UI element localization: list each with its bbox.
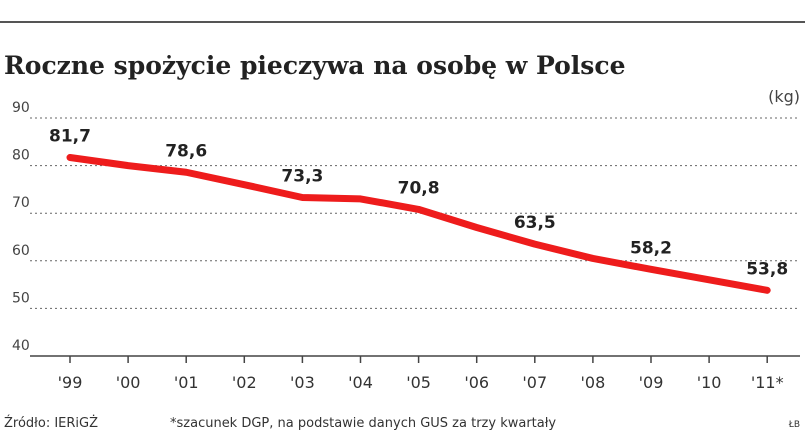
x-tick-label: '11* <box>751 373 784 392</box>
data-line <box>66 154 771 294</box>
unit-label: (kg) <box>768 87 800 106</box>
x-tick-label: '04 <box>348 373 373 392</box>
value-label: 63,5 <box>514 213 556 233</box>
value-label: 73,3 <box>281 166 323 186</box>
x-tick-label: '00 <box>116 373 141 392</box>
chart-title: Roczne spożycie pieczywa na osobę w Pols… <box>4 51 626 80</box>
y-tick-label: 60 <box>12 243 30 259</box>
value-label: 58,2 <box>630 238 672 258</box>
y-tick-label: 90 <box>12 100 30 116</box>
x-tick-label: '02 <box>232 373 257 392</box>
value-label: 70,8 <box>398 178 440 198</box>
note: *szacunek DGP, na podstawie danych GUS z… <box>170 416 556 431</box>
y-tick-label: 70 <box>12 195 30 211</box>
y-tick-label: 40 <box>12 338 30 354</box>
value-label: 81,7 <box>49 127 91 147</box>
x-tick-label: '10 <box>697 373 722 392</box>
y-tick-label: 50 <box>12 290 30 306</box>
x-tick-label: '08 <box>581 373 606 392</box>
x-tick-label: '05 <box>406 373 431 392</box>
x-tick-label: '01 <box>174 373 199 392</box>
x-tick-label: '99 <box>58 373 83 392</box>
x-tick-label: '09 <box>639 373 664 392</box>
value-label: 53,8 <box>746 259 788 279</box>
source: Źródło: IERiGŻ <box>4 415 98 431</box>
x-tick-label: '03 <box>290 373 315 392</box>
value-label: 78,6 <box>165 141 207 161</box>
x-tick-label: '06 <box>464 373 489 392</box>
credit: ŁB <box>788 420 800 430</box>
x-tick-label: '07 <box>522 373 547 392</box>
y-tick-label: 80 <box>12 148 30 164</box>
